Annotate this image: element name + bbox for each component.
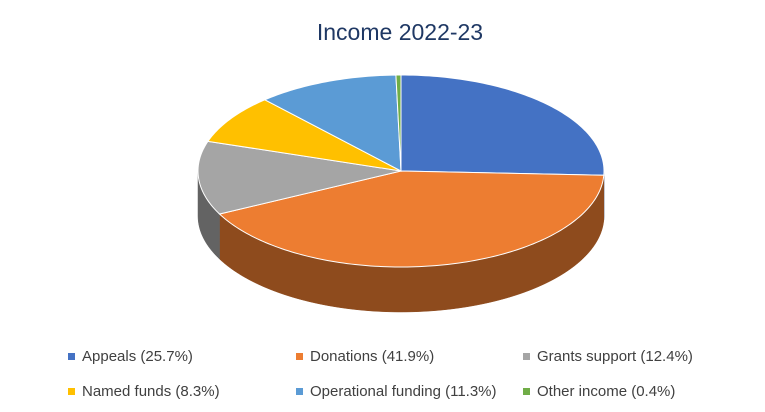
legend-marker	[68, 353, 75, 360]
legend-marker	[296, 353, 303, 360]
legend-marker	[296, 388, 303, 395]
legend-marker	[523, 388, 530, 395]
legend-label: Operational funding (11.3%)	[310, 383, 497, 400]
slice	[218, 170, 605, 268]
legend-label: Donations (41.9%)	[310, 348, 434, 365]
slice	[197, 140, 402, 215]
slice	[395, 74, 402, 172]
legend-label: Named funds (8.3%)	[82, 383, 220, 400]
legend-label: Other income (0.4%)	[537, 383, 675, 400]
slice	[263, 74, 402, 172]
chart-title: Income 2022-23	[317, 19, 483, 45]
legend-marker	[68, 388, 75, 395]
legend-label: Grants support (12.4%)	[537, 348, 693, 365]
slice	[400, 74, 605, 176]
slice	[207, 99, 402, 172]
legend-label: Appeals (25.7%)	[82, 348, 193, 365]
legend-marker	[523, 353, 530, 360]
